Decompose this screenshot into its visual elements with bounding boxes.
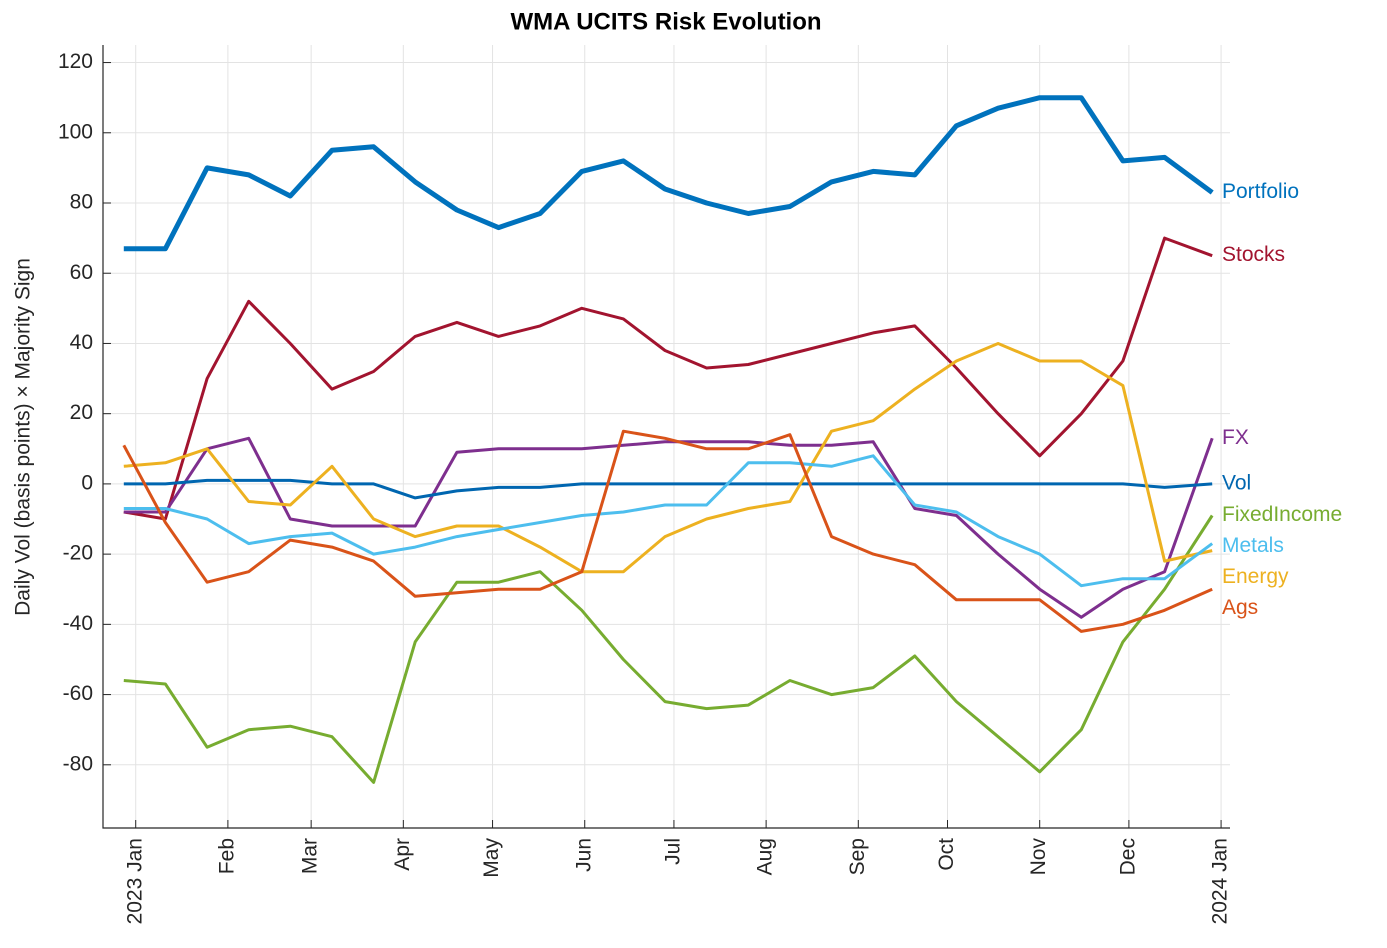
- series-line: [123, 436, 1214, 619]
- y-tick-label: 0: [81, 471, 93, 494]
- grid: [103, 45, 1230, 828]
- series-line: [122, 429, 1213, 633]
- x-tick-label: Feb: [215, 838, 238, 874]
- x-tick-label: Mar: [299, 838, 322, 874]
- series-label: FX: [1222, 426, 1249, 449]
- y-tick-label: -40: [63, 612, 93, 635]
- lines: [122, 95, 1214, 784]
- y-tick-label: 120: [58, 50, 93, 73]
- series-line: [123, 478, 1213, 500]
- x-tick-label: Jun: [572, 838, 595, 872]
- x-tick-label: Dec: [1116, 838, 1139, 875]
- axes: -80 -60 -40 -20 0 20 40 60 80 100 120 2023 Jan Feb Ma…: [58, 45, 1342, 924]
- y-tick-label: 100: [58, 120, 93, 143]
- y-tick-label: 80: [70, 191, 93, 214]
- x-tick-label: Jul: [661, 838, 684, 865]
- series-line: [123, 514, 1214, 784]
- series-label: Stocks: [1222, 243, 1285, 266]
- x-tick-label: Apr: [391, 838, 414, 871]
- series-line: [123, 342, 1213, 574]
- x-tick-label: 2024 Jan: [1209, 838, 1232, 924]
- chart-title: WMA UCITS Risk Evolution: [510, 8, 821, 35]
- series-label: Energy: [1222, 565, 1289, 588]
- x-tick-label: May: [480, 838, 503, 878]
- series-label: Ags: [1222, 596, 1258, 619]
- y-tick-label: -80: [63, 752, 93, 775]
- y-tick-label: 60: [70, 261, 93, 284]
- axis-frame: [102, 45, 1230, 829]
- series-line: [123, 95, 1214, 252]
- x-tick-label: Nov: [1027, 838, 1050, 876]
- series-label: Portfolio: [1222, 180, 1299, 203]
- y-axis-label: Daily Vol (basis points) × Majority Sign: [12, 258, 35, 616]
- series-label: Vol: [1222, 471, 1251, 494]
- series-line: [123, 454, 1214, 588]
- x-tick-label: Aug: [754, 838, 777, 875]
- x-tick-label: 2023 Jan: [123, 838, 146, 924]
- series-label: Metals: [1222, 534, 1284, 557]
- y-tick-label: 40: [70, 331, 93, 354]
- x-tick-label: Sep: [846, 838, 869, 875]
- series-line: [123, 236, 1213, 521]
- series-label: FixedIncome: [1222, 503, 1342, 526]
- x-tick-label: Oct: [935, 838, 958, 871]
- y-tick-label: 20: [70, 401, 93, 424]
- y-tick-label: -60: [63, 682, 93, 705]
- y-tick-label: -20: [63, 542, 93, 565]
